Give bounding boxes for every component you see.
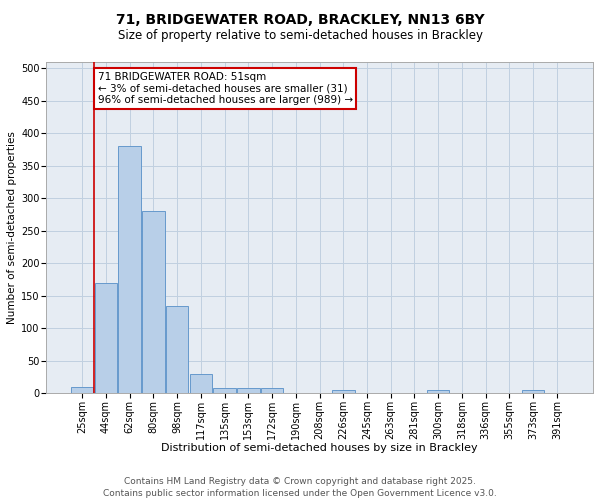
Bar bbox=[261, 388, 283, 394]
Bar bbox=[118, 146, 141, 394]
Bar bbox=[142, 212, 164, 394]
Text: 71, BRIDGEWATER ROAD, BRACKLEY, NN13 6BY: 71, BRIDGEWATER ROAD, BRACKLEY, NN13 6BY bbox=[116, 12, 484, 26]
Bar bbox=[522, 390, 544, 394]
Bar bbox=[95, 283, 117, 394]
X-axis label: Distribution of semi-detached houses by size in Brackley: Distribution of semi-detached houses by … bbox=[161, 443, 478, 453]
Text: 71 BRIDGEWATER ROAD: 51sqm
← 3% of semi-detached houses are smaller (31)
96% of : 71 BRIDGEWATER ROAD: 51sqm ← 3% of semi-… bbox=[98, 72, 353, 105]
Text: Size of property relative to semi-detached houses in Brackley: Size of property relative to semi-detach… bbox=[118, 29, 482, 42]
Y-axis label: Number of semi-detached properties: Number of semi-detached properties bbox=[7, 131, 17, 324]
Bar bbox=[427, 390, 449, 394]
Bar bbox=[213, 388, 236, 394]
Bar bbox=[332, 390, 355, 394]
Bar bbox=[190, 374, 212, 394]
Bar bbox=[237, 388, 260, 394]
Bar bbox=[166, 306, 188, 394]
Bar bbox=[71, 387, 94, 394]
Text: Contains HM Land Registry data © Crown copyright and database right 2025.
Contai: Contains HM Land Registry data © Crown c… bbox=[103, 476, 497, 498]
